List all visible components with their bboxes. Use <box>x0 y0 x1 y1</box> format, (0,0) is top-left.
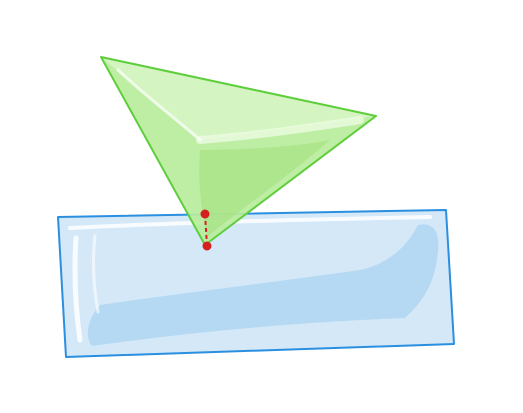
penetration-marker <box>200 209 212 251</box>
contact-point-bottom <box>202 241 212 251</box>
triangle-lower-shade <box>199 140 330 236</box>
triangle-highlight-band <box>196 116 364 144</box>
box-outline <box>57 209 455 358</box>
green-triangle <box>100 56 377 246</box>
box-highlight-inner <box>92 234 100 314</box>
triangle-top-facet <box>101 57 376 140</box>
triangle-highlight-edge <box>116 68 202 142</box>
triangle-outline <box>100 56 377 246</box>
penetration-depth-line <box>204 213 208 247</box>
contact-point-top <box>200 209 210 219</box>
blue-box <box>57 209 455 358</box>
box-highlight-left <box>72 235 83 343</box>
box-inner-shade <box>87 224 439 346</box>
